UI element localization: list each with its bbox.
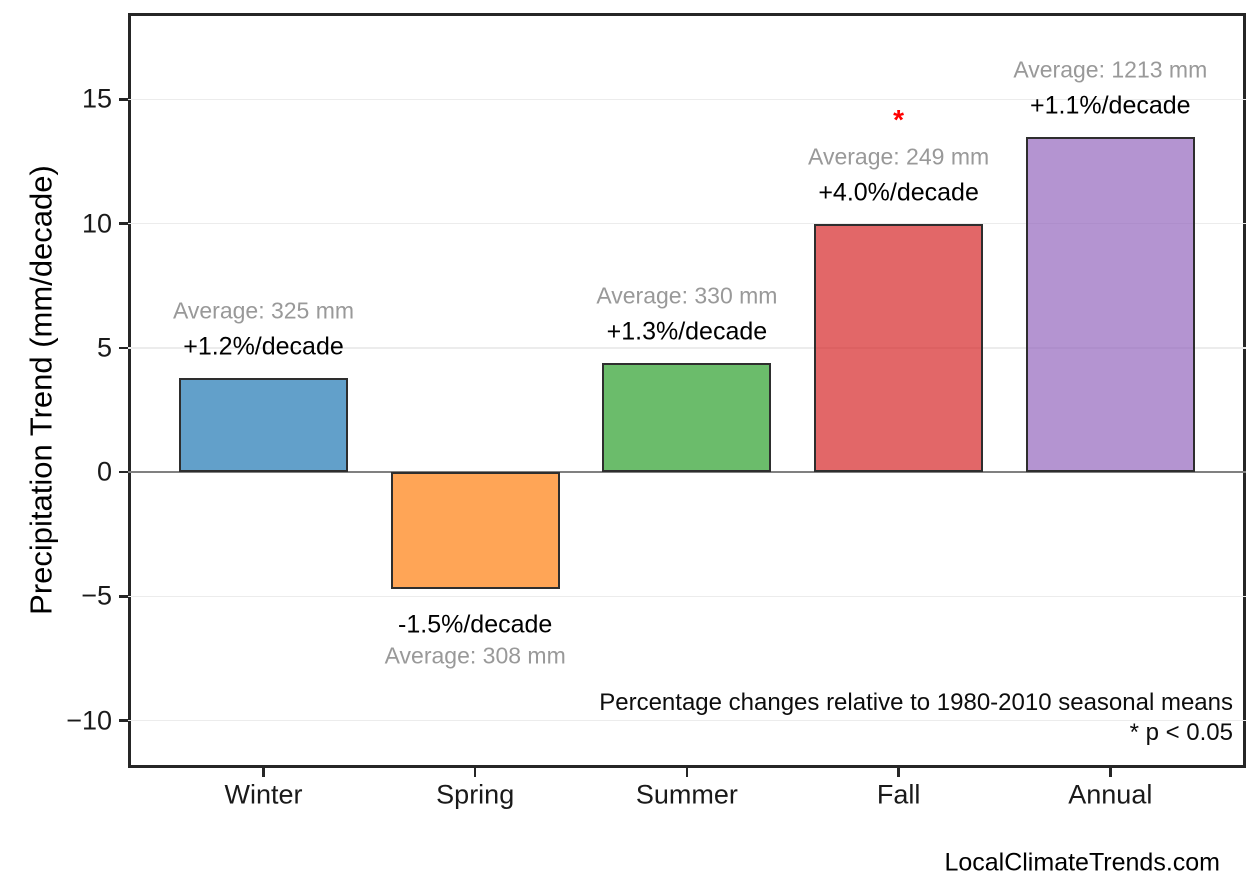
trend-label: -1.5%/decade [398,610,553,639]
y-tick-mark [119,346,128,349]
y-tick-label: −5 [81,580,112,611]
average-label: Average: 325 mm [172,297,355,324]
x-tick-label-fall: Fall [876,779,921,810]
trend-label: +1.2%/decade [183,332,344,361]
y-tick-mark [119,222,128,225]
watermark-text: LocalClimateTrends.com [944,848,1220,877]
y-tick-mark [119,719,128,722]
x-tick-label-spring: Spring [436,779,515,810]
x-tick-mark [473,768,477,777]
grid-line [128,347,1246,349]
average-label: Average: 1213 mm [1013,56,1208,83]
y-tick-label: 15 [81,83,112,114]
bar-annual [1025,136,1195,472]
zero-line [128,471,1246,473]
significance-asterisk: * [893,103,905,135]
note-relative-means: Percentage changes relative to 1980-2010… [599,689,1233,716]
grid-line [128,222,1246,225]
note-p-value: * p < 0.05 [1129,719,1233,746]
average-label: Average: 308 mm [384,642,566,669]
plot-area: Percentage changes relative to 1980-2010… [128,13,1246,768]
y-tick-mark [119,98,128,101]
y-tick-label: −10 [66,705,112,735]
grid-line [128,595,1246,597]
average-label: Average: 249 mm [808,143,990,169]
trend-label: +4.0%/decade [818,178,979,206]
x-tick-label-annual: Annual [1068,779,1153,810]
grid-line [128,719,1246,722]
x-tick-label-winter: Winter [224,779,303,810]
bar-fall [814,223,984,472]
x-tick-mark [262,768,265,777]
bar-spring [390,472,560,589]
x-tick-label-summer: Summer [635,779,738,810]
grid-line [128,98,1246,100]
y-tick-label: 0 [96,456,112,487]
average-label: Average: 330 mm [596,282,778,309]
x-tick-mark [1109,768,1112,777]
x-tick-mark [897,768,900,777]
y-tick-mark [119,470,128,474]
trend-label: +1.1%/decade [1030,91,1191,120]
y-tick-label: 10 [81,208,112,238]
bar-summer [602,362,772,472]
trend-label: +1.3%/decade [606,317,768,346]
y-tick-label: 5 [96,332,112,363]
y-tick-mark [119,595,128,598]
bar-winter [179,377,348,472]
x-tick-mark [685,768,689,777]
